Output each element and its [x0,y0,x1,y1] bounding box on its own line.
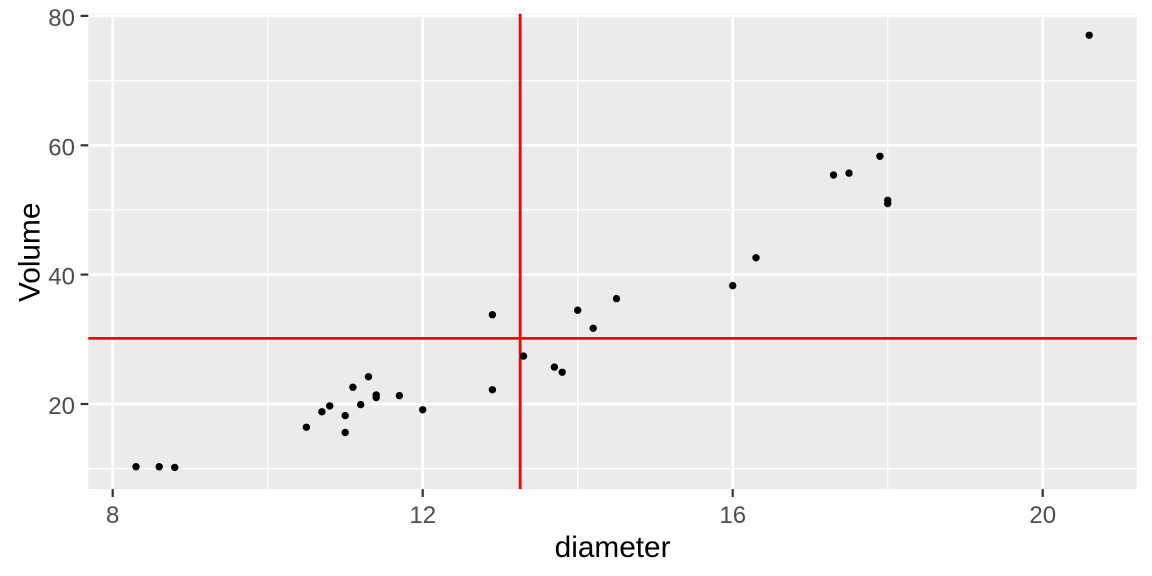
svg-text:20: 20 [1029,502,1056,529]
svg-text:40: 40 [48,264,75,291]
svg-text:Volume: Volume [14,203,47,302]
svg-text:12: 12 [409,502,436,529]
svg-text:16: 16 [719,502,746,529]
svg-text:20: 20 [48,393,75,420]
svg-text:60: 60 [48,134,75,161]
svg-text:diameter: diameter [555,531,671,564]
svg-text:80: 80 [48,5,75,32]
svg-text:8: 8 [106,502,119,529]
